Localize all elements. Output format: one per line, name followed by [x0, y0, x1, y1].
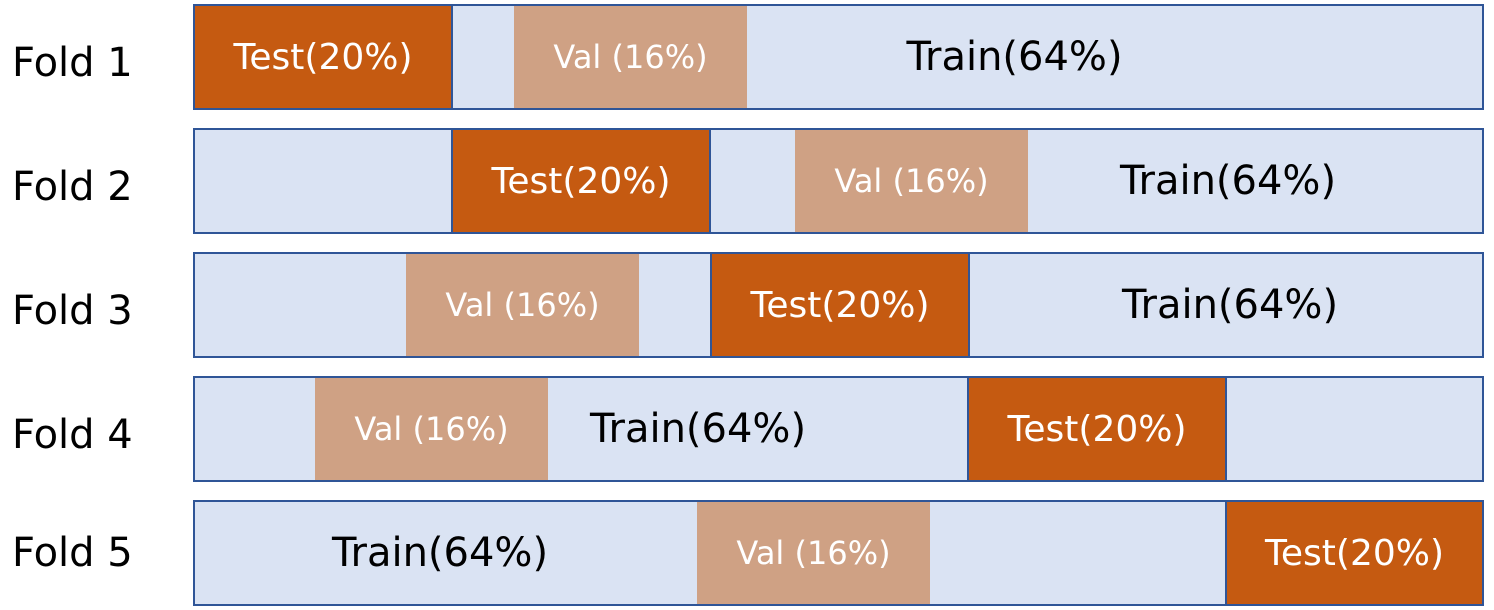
fold-3-label: Fold 3: [12, 288, 133, 334]
fold-5-bar: Train(64%) Val (16%) Test(20%): [193, 500, 1484, 606]
fold-2-label: Fold 2: [12, 164, 133, 210]
fold-1-test-segment: Test(20%): [193, 4, 453, 110]
fold-4-bar: Val (16%) Train(64%) Test(20%): [193, 376, 1484, 482]
fold-1-bar: Test(20%) Val (16%) Train(64%): [193, 4, 1484, 110]
fold-4-val-segment: Val (16%): [315, 378, 548, 480]
fold-1-train-label: Train(64%): [906, 34, 1123, 80]
fold-4-test-segment: Test(20%): [967, 376, 1227, 482]
fold-3-val-segment: Val (16%): [406, 254, 639, 356]
fold-3-bar: Val (16%) Test(20%) Train(64%): [193, 252, 1484, 358]
fold-3-test-segment: Test(20%): [710, 252, 970, 358]
fold-2-val-segment: Val (16%): [795, 130, 1028, 232]
fold-3-train-label: Train(64%): [1121, 282, 1339, 328]
fold-5-train-label: Train(64%): [331, 530, 549, 576]
fold-2-test-segment: Test(20%): [451, 128, 711, 234]
fold-2-bar: Test(20%) Val (16%) Train(64%): [193, 128, 1484, 234]
fold-1-label: Fold 1: [12, 40, 133, 86]
fold-4-label: Fold 4: [12, 412, 133, 458]
fold-5-test-segment: Test(20%): [1225, 500, 1484, 606]
fold-2-train-label: Train(64%): [1119, 158, 1337, 204]
fold-4-train-label: Train(64%): [589, 406, 807, 452]
fold-5-label: Fold 5: [12, 530, 133, 576]
fold-1-val-segment: Val (16%): [514, 6, 747, 108]
fold-5-val-segment: Val (16%): [697, 502, 930, 604]
